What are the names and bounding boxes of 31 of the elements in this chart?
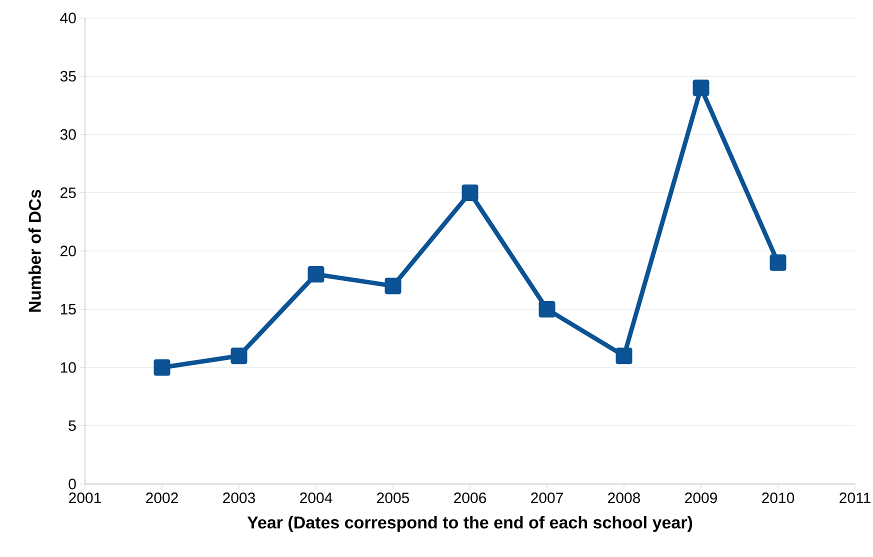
y-tick-label: 35	[60, 70, 76, 82]
point	[462, 184, 478, 201]
point	[154, 359, 170, 376]
x-tick-label: 2010	[762, 492, 794, 504]
x-tick-label: 2008	[608, 492, 640, 504]
y-tick-label: 30	[60, 129, 76, 140]
point	[308, 266, 324, 283]
y-axis-title: Number of DCs	[28, 190, 41, 312]
point	[616, 348, 632, 364]
x-tick-label: 2004	[300, 492, 332, 504]
x-tick-label: 2003	[223, 492, 256, 504]
y-tick-label: 40	[60, 12, 76, 24]
x-tick-label: 2007	[531, 492, 563, 504]
x-tick-label: 2005	[377, 492, 410, 504]
x-tick-label: 2002	[146, 492, 178, 504]
x-tick-label: 2009	[685, 492, 717, 504]
x-tick-label: 2001	[69, 492, 101, 504]
point	[538, 301, 556, 318]
x-tick-label: 2006	[454, 492, 486, 504]
y-tick-label: 5	[68, 420, 76, 431]
point	[384, 278, 402, 294]
y-tick-label: 25	[60, 187, 76, 198]
x-axis-title: Year (Dates correspond to the end of each school year)	[247, 516, 692, 532]
point	[770, 254, 786, 271]
x-tick-label: 2011	[840, 492, 870, 504]
y-tick-label: 0	[68, 478, 76, 490]
point	[692, 80, 710, 96]
point	[230, 348, 248, 364]
y-tick-label: 20	[60, 246, 76, 256]
y-tick-label: 15	[60, 304, 76, 314]
y-tick-label: 10	[60, 362, 76, 373]
